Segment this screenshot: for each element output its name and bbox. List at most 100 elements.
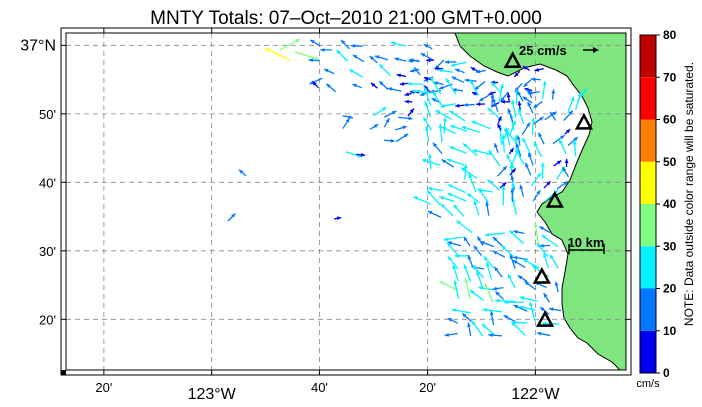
plot-frame — [65, 32, 627, 371]
current-vector — [478, 94, 490, 102]
current-vector — [467, 254, 474, 267]
current-vector — [495, 298, 516, 303]
colorbar-tick-label: 10 — [663, 324, 677, 338]
current-vector — [342, 117, 351, 129]
current-vector — [478, 188, 489, 204]
current-vector — [384, 110, 397, 118]
colorbar-segment — [640, 35, 656, 78]
current-vector — [524, 162, 532, 176]
current-vector — [572, 140, 577, 157]
current-vector — [564, 128, 571, 135]
current-vector — [543, 253, 550, 269]
current-vector — [468, 173, 477, 193]
current-vector — [446, 242, 459, 256]
colorbar-tick-label: 60 — [663, 113, 677, 127]
current-vector — [463, 164, 468, 180]
current-vector — [446, 158, 465, 166]
current-vector — [492, 286, 504, 291]
current-vector — [486, 179, 501, 191]
current-vector — [544, 111, 557, 121]
current-vector — [423, 76, 432, 81]
current-vector — [533, 141, 543, 158]
current-vector — [499, 181, 507, 189]
current-vector — [447, 255, 459, 270]
current-vector — [423, 86, 432, 106]
colorbar-tick-label: 50 — [663, 155, 677, 169]
current-vector — [463, 264, 472, 282]
current-vector — [501, 185, 506, 206]
current-vector — [369, 123, 379, 130]
current-vector — [544, 189, 559, 202]
current-vector — [509, 168, 517, 176]
current-vector — [452, 87, 464, 92]
y-tick-label: 37°N — [20, 37, 56, 54]
current-vector — [521, 137, 532, 156]
current-vector — [467, 322, 472, 337]
current-vector — [445, 77, 457, 95]
colorbar-segment — [640, 288, 656, 331]
current-vector — [440, 203, 454, 217]
current-vector — [455, 103, 465, 108]
current-vector — [404, 92, 412, 97]
current-vector — [500, 99, 511, 104]
current-vector — [517, 274, 528, 282]
current-vector — [490, 81, 502, 94]
current-vector — [407, 108, 415, 117]
colorbar-segment — [640, 119, 656, 162]
current-vector — [450, 61, 467, 67]
current-vector — [441, 126, 456, 135]
current-vector — [473, 245, 483, 257]
x-tick-label: 20' — [419, 380, 436, 395]
current-vector — [503, 300, 525, 305]
reference-vector: 25 cm/s — [519, 43, 599, 58]
grid-lines — [66, 33, 626, 370]
current-vector — [429, 76, 442, 95]
current-vector — [396, 73, 406, 78]
current-vector — [471, 120, 491, 130]
current-vector — [456, 219, 473, 234]
current-vector — [463, 236, 471, 247]
current-vector — [551, 89, 556, 100]
current-vector — [333, 216, 342, 221]
current-vector — [554, 281, 559, 293]
colorbar-segment — [640, 77, 656, 120]
current-vector — [422, 116, 433, 131]
current-vector — [563, 110, 574, 122]
current-vector — [444, 60, 457, 65]
colorbar-unit: cm/s — [636, 378, 660, 390]
current-vector — [549, 111, 557, 121]
colorbar-segment — [640, 246, 656, 289]
current-vector — [549, 254, 559, 269]
current-vector — [517, 107, 525, 125]
current-vector — [464, 278, 471, 299]
current-vector — [444, 332, 458, 337]
radar-station-marker — [535, 310, 555, 327]
current-vector — [427, 210, 442, 218]
current-vector — [552, 134, 565, 145]
current-vector — [480, 240, 495, 248]
current-vector — [476, 102, 486, 107]
colorbar-segment — [640, 161, 656, 204]
current-vector — [451, 76, 465, 84]
current-vector — [482, 308, 502, 313]
current-vector — [498, 83, 504, 103]
current-vector — [490, 93, 495, 108]
current-vector — [501, 245, 514, 257]
current-vector — [426, 190, 441, 206]
current-vector — [450, 124, 468, 132]
current-vector — [509, 230, 525, 245]
colorbar-tick-label: 0 — [663, 366, 670, 380]
current-vector — [435, 109, 452, 120]
axis-ticks: 20' 123°W 40' 20' 122°W 37°N 50' 40' 30' 20' — [20, 28, 631, 403]
current-vector — [481, 323, 496, 336]
current-vector — [529, 301, 536, 322]
current-vector — [466, 192, 481, 204]
current-vector — [562, 166, 569, 178]
current-vector — [453, 280, 460, 300]
current-vector — [519, 296, 538, 302]
current-vector — [539, 306, 550, 315]
y-tick-label: 20' — [39, 312, 56, 327]
colorbar-tick-label: 20 — [663, 282, 677, 296]
x-tick-label: 122°W — [511, 386, 560, 403]
current-vector — [356, 152, 366, 157]
